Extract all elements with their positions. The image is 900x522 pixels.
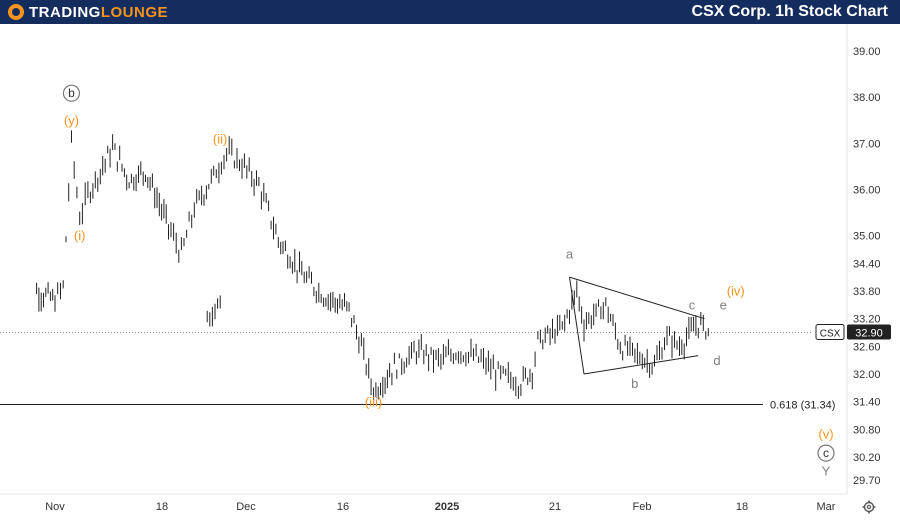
y-tick-label: 36.00 [853,184,881,196]
logo-text: TRADINGLOUNGE [29,3,168,21]
x-tick-label: 18 [736,501,748,513]
y-tick-label: 32.00 [853,369,881,381]
wave-label: b [631,376,638,391]
wave-label: (ii) [213,131,227,146]
wave-label-circle [817,444,835,462]
wave-label: (v) [818,427,833,442]
wave-label: c [689,297,696,312]
wave-label: d [713,353,720,368]
x-tick-label: 21 [549,501,561,513]
last-price-badge [847,324,891,340]
chart-title: CSX Corp. 1h Stock Chart [691,3,888,20]
wave-label: (y) [64,113,79,128]
y-tick-label: 30.80 [853,424,881,436]
wave-label: a [566,247,574,262]
y-tick-label: 30.20 [853,452,881,464]
x-tick-label: Feb [633,501,652,513]
x-tick-label: 16 [337,501,349,513]
x-tick-label: 18 [156,501,168,513]
triangle-upper-line [569,276,705,320]
y-tick-label: 31.40 [853,397,881,409]
y-tick-label: 38.00 [853,92,881,104]
wave-label: Y [822,464,831,479]
price-chart[interactable]: 0.618 (31.34) (y) b (i) (ii) (iii) a b c d e(iv) (… [0,24,900,522]
wave-label-circle [62,84,81,102]
y-tick-label: 32.60 [853,341,881,353]
last-price-label: 32.90 [855,328,883,340]
ticker-label: CSX [820,329,841,340]
wave-label: b [68,86,75,100]
x-tick-label: Mar [817,501,836,513]
y-tick-label: 35.00 [853,231,881,243]
tradinglounge-logo[interactable]: TRADINGLOUNGE [8,3,168,21]
fib-level-label: 0.618 (31.34) [770,399,835,411]
x-tick-label: 2025 [435,501,459,513]
wave-label: (iv) [727,284,745,299]
y-tick-label: 34.40 [853,258,881,270]
wave-label: (iii) [365,394,382,409]
gear-icon[interactable] [862,500,876,514]
x-tick-label: Dec [236,501,256,513]
wave-label: (i) [74,228,86,243]
y-tick-label: 39.00 [853,46,881,58]
header-bar: TRADINGLOUNGE CSX Corp. 1h Stock Chart [0,0,900,24]
y-tick-label: 29.70 [853,475,881,487]
ticker-badge [815,324,845,341]
tradinglounge-logo-icon [8,4,24,20]
triangle-left-line [569,277,585,375]
y-tick-label: 33.80 [853,286,881,298]
triangle-lower-line [583,355,699,375]
wave-label: c [823,446,829,460]
x-tick-label: Nov [45,501,65,513]
y-tick-label: 33.20 [853,314,881,326]
y-tick-label: 37.00 [853,138,881,150]
wave-label: e [720,297,727,312]
